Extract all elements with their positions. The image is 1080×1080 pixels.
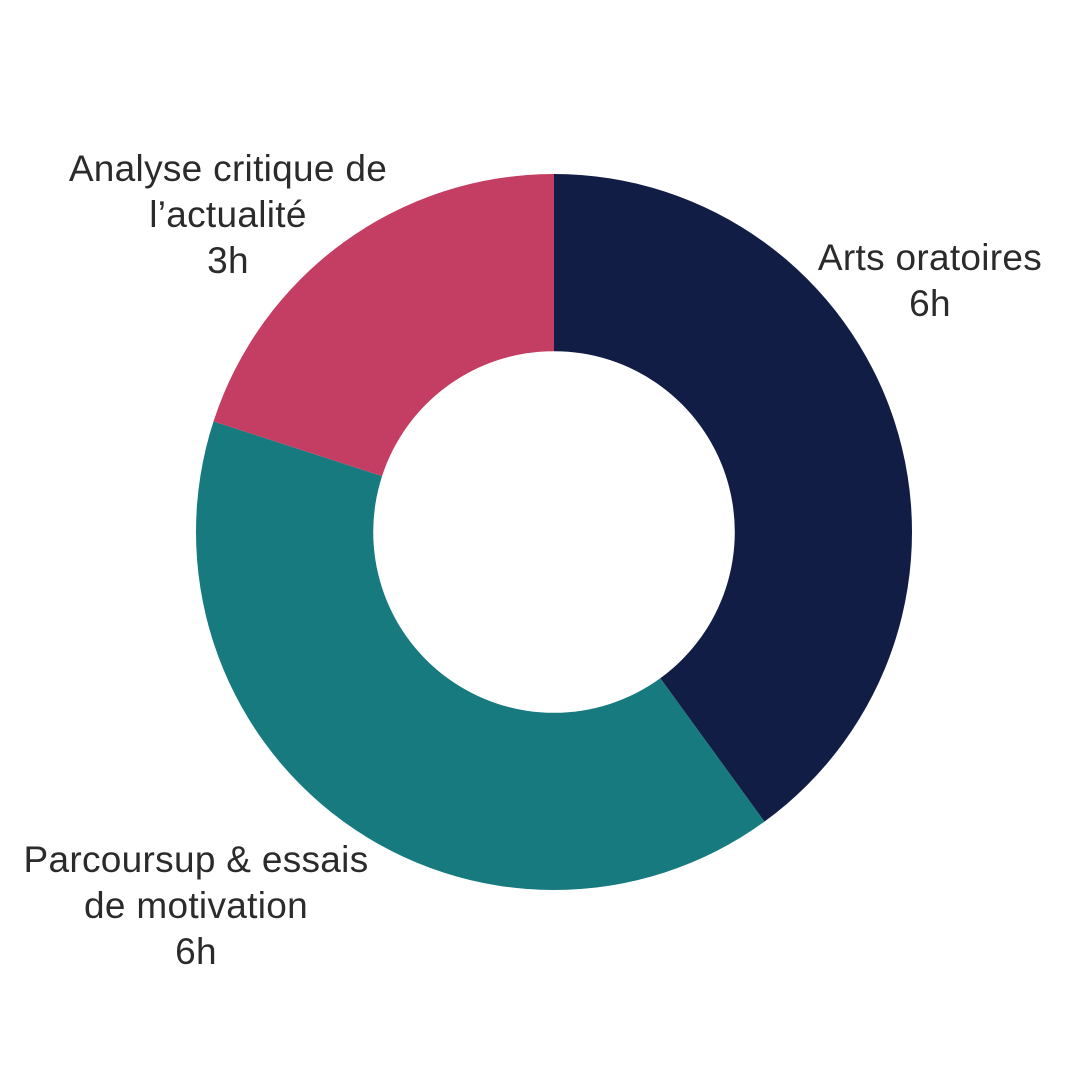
label-parcoursup-line-1: Parcoursup & essais [23, 839, 369, 880]
label-analyse-critique: Analyse critique de l’actualité 3h [28, 146, 428, 284]
label-parcoursup: Parcoursup & essais de motivation 6h [3, 837, 389, 975]
label-arts-oratoires: Arts oratoires 6h [770, 235, 1080, 327]
label-arts-value: 6h [909, 283, 951, 324]
donut-segment-2 [213, 174, 554, 477]
label-arts-line-1: Arts oratoires [817, 237, 1043, 278]
label-parcoursup-value: 6h [175, 931, 217, 972]
label-analyse-value: 3h [207, 240, 249, 281]
donut-segment-1 [195, 421, 765, 891]
donut-segment-0 [554, 174, 913, 822]
label-parcoursup-line-2: de motivation [84, 885, 308, 926]
label-analyse-line-1: Analyse critique de [68, 148, 388, 189]
label-analyse-line-2: l’actualité [149, 194, 307, 235]
